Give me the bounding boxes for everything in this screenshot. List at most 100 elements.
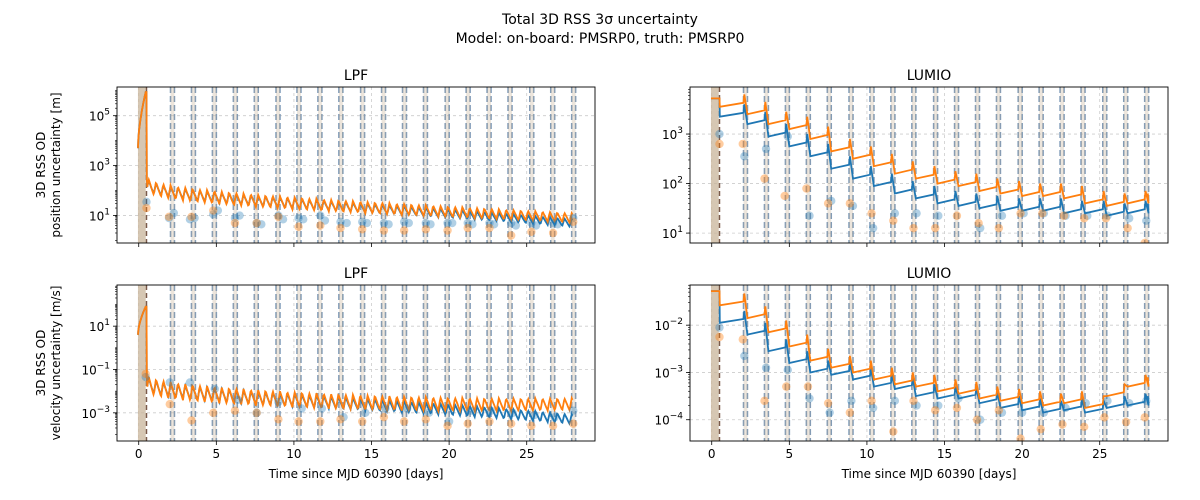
marker-point-blue xyxy=(531,221,541,230)
x-tick-label: 10 xyxy=(859,447,874,461)
window-band xyxy=(1039,87,1044,243)
marker-point-orange xyxy=(443,226,452,235)
marker-point-orange xyxy=(399,226,409,235)
window-band xyxy=(338,87,343,243)
y-tick-exponent: 2 xyxy=(677,176,683,186)
marker-point-blue xyxy=(361,408,370,418)
marker-point-blue xyxy=(209,210,218,219)
marker-point-blue xyxy=(527,218,536,228)
marker-point-blue xyxy=(868,403,878,413)
window-band xyxy=(423,285,428,441)
y-tick-base: 10 xyxy=(654,414,669,428)
marker-point-orange xyxy=(463,419,472,428)
window-band xyxy=(933,87,938,243)
marker-point-orange xyxy=(994,223,1004,233)
series-line-orange xyxy=(137,91,574,225)
window-band xyxy=(975,285,980,441)
marker-point-blue xyxy=(190,213,199,223)
marker-point-blue xyxy=(233,395,243,405)
marker-point-blue xyxy=(1081,398,1090,408)
marker-point-orange xyxy=(1059,211,1069,220)
marker-point-orange xyxy=(274,415,283,424)
marker-point-blue xyxy=(976,415,985,424)
window-band xyxy=(276,285,280,441)
window-band xyxy=(743,87,748,243)
window-band xyxy=(1039,285,1044,441)
window-band xyxy=(466,285,471,441)
marker-point-blue xyxy=(954,394,963,403)
y-tick-label: 10−4 xyxy=(654,412,683,428)
window-band xyxy=(360,285,365,441)
shaded-interval xyxy=(137,285,146,441)
marker-point-orange xyxy=(1058,420,1067,429)
marker-point-blue xyxy=(890,209,900,218)
marker-point-orange xyxy=(780,191,789,201)
marker-point-blue xyxy=(468,220,477,229)
marker-point-blue xyxy=(399,217,409,226)
window-band xyxy=(402,87,407,243)
x-tick-label: 0 xyxy=(708,447,716,461)
marker-point-blue xyxy=(511,221,521,230)
axes-frame xyxy=(689,86,1169,244)
marker-point-blue xyxy=(715,129,724,139)
y-tick-exponent: 3 xyxy=(104,158,110,168)
window-band xyxy=(954,285,959,441)
marker-point-blue xyxy=(486,406,496,415)
marker-point-orange xyxy=(1016,434,1025,441)
window-band xyxy=(1102,87,1107,243)
marker-point-orange xyxy=(209,408,218,418)
marker-point-blue xyxy=(553,220,562,229)
marker-point-orange xyxy=(548,228,558,238)
marker-point-blue xyxy=(912,209,921,218)
y-tick-base: 10 xyxy=(662,227,677,241)
y-tick-exponent: 5 xyxy=(104,108,110,118)
marker-point-blue xyxy=(381,404,390,413)
window-band xyxy=(764,285,769,441)
series-line-orange xyxy=(711,290,1150,409)
marker-point-blue xyxy=(336,217,345,226)
marker-point-blue xyxy=(426,220,435,229)
plot-area xyxy=(117,87,595,243)
marker-point-blue xyxy=(141,372,150,382)
marker-point-orange xyxy=(463,223,472,233)
marker-point-blue xyxy=(1061,211,1070,220)
window-band xyxy=(785,87,790,243)
marker-point-blue xyxy=(569,213,578,223)
window-band xyxy=(445,285,450,441)
marker-point-blue xyxy=(847,396,856,406)
plot-area xyxy=(117,285,595,441)
marker-point-blue xyxy=(508,408,517,418)
marker-point-orange xyxy=(1079,422,1089,432)
marker-point-orange xyxy=(485,223,494,233)
x-tick-label: 15 xyxy=(937,447,952,461)
marker-point-blue xyxy=(548,218,558,228)
marker-point-blue xyxy=(320,216,330,225)
window-band xyxy=(508,87,512,243)
axes-frame xyxy=(116,86,596,244)
marker-point-blue xyxy=(1061,403,1070,413)
series-line-orange xyxy=(137,305,574,415)
y-axis-label: position uncertainty [m] xyxy=(49,92,63,237)
marker-point-blue xyxy=(297,404,306,413)
marker-point-blue xyxy=(1019,209,1028,218)
window-band xyxy=(1144,87,1149,243)
window-band xyxy=(571,87,576,243)
marker-point-orange xyxy=(1121,417,1131,427)
y-tick-exponent: 3 xyxy=(677,126,683,136)
x-axis-label: Time since MJD 60390 [days] xyxy=(841,467,1017,481)
marker-point-orange xyxy=(316,417,325,426)
x-tick-label: 20 xyxy=(441,447,456,461)
marker-point-blue xyxy=(934,401,943,410)
marker-point-blue xyxy=(550,412,559,422)
marker-point-blue xyxy=(934,211,943,220)
window-band xyxy=(360,87,365,243)
window-band xyxy=(402,285,407,441)
marker-point-orange xyxy=(845,199,855,208)
plot-area xyxy=(690,285,1168,441)
marker-point-orange xyxy=(569,217,578,226)
figure-title-line2: Model: on-board: PMSRP0, truth: PMSRP0 xyxy=(456,31,745,47)
y-tick-base: 10 xyxy=(654,366,669,380)
